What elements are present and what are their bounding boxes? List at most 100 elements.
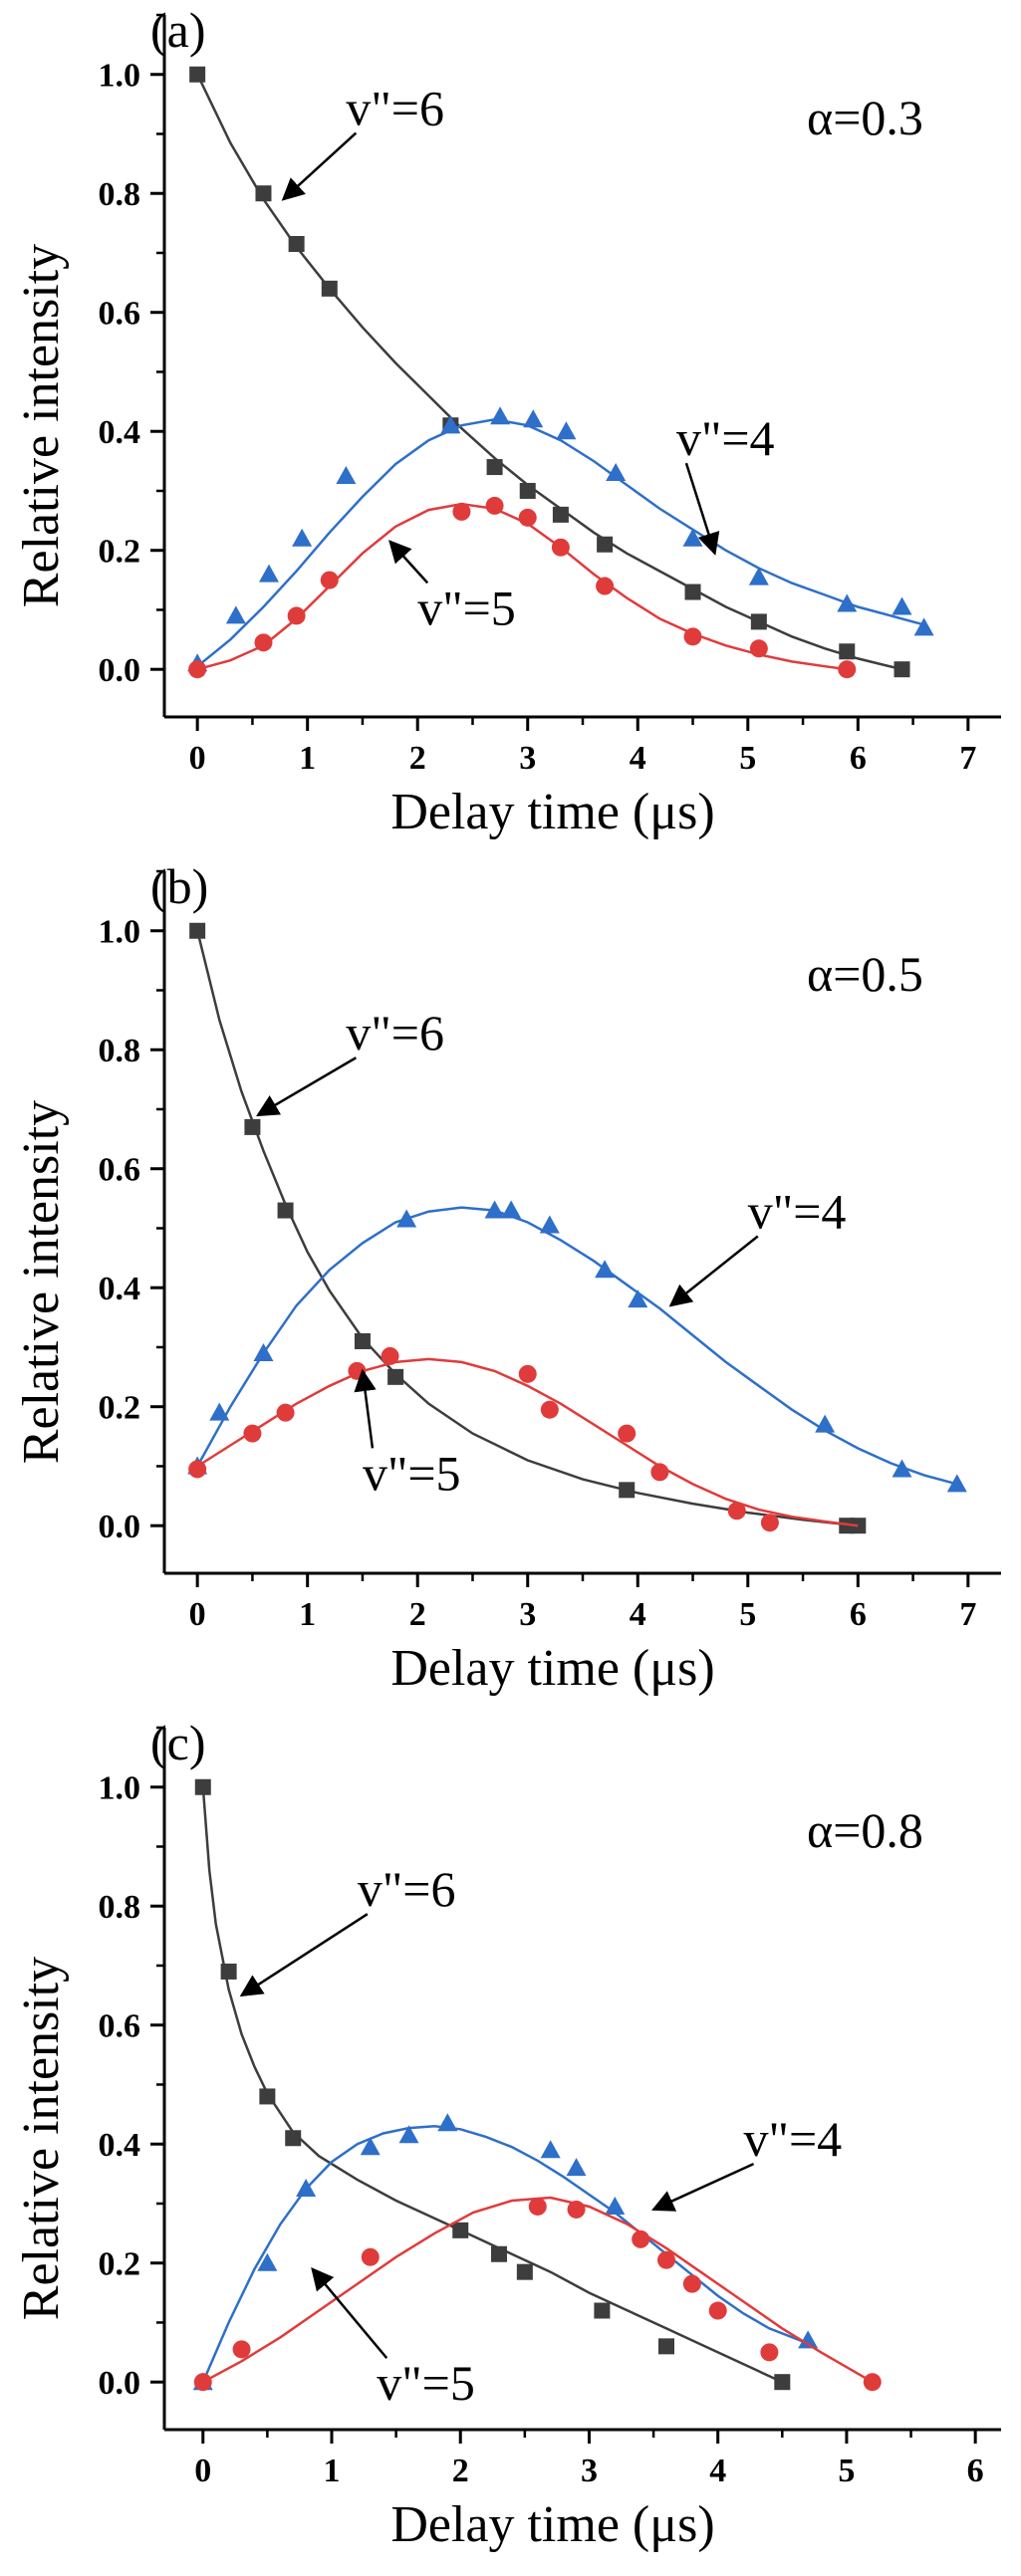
x-tick-label: 0 — [189, 1596, 206, 1633]
x-tick-label: 5 — [739, 1596, 756, 1633]
x-tick-label: 3 — [519, 1596, 536, 1633]
y-axis-title: Relative intensity — [13, 1957, 70, 2320]
data-point-v-6 — [387, 1368, 404, 1385]
y-tick-label: 1.0 — [99, 1770, 141, 1807]
series-v-4 — [187, 1200, 967, 1493]
data-point-v-5 — [567, 2200, 586, 2219]
data-point-v-4 — [523, 409, 544, 428]
data-point-v-4 — [556, 421, 577, 440]
fit-curve-v-6 — [196, 74, 902, 671]
data-point-v-4 — [490, 406, 511, 425]
y-tick-label: 0.8 — [99, 176, 141, 213]
series-v-6 — [189, 922, 867, 1534]
x-tick-label: 0 — [189, 740, 206, 777]
data-point-v-4 — [396, 1209, 417, 1228]
data-point-v-6 — [189, 66, 206, 83]
x-tick-label: 7 — [959, 740, 976, 777]
data-point-v-4 — [539, 1215, 560, 1234]
annotation-arrow-v-6 — [256, 1056, 358, 1117]
x-tick-label: 7 — [959, 1596, 976, 1633]
series-v-6 — [194, 1778, 791, 2391]
data-point-v-5 — [682, 2274, 701, 2293]
x-tick-label: 1 — [299, 1596, 316, 1633]
x-tick-label: 1 — [299, 740, 316, 777]
fit-curve-v-5 — [196, 502, 848, 671]
data-point-v-4 — [595, 1260, 616, 1279]
fit-curve-v-4 — [196, 1206, 958, 1486]
panel-label: (a) — [150, 2, 206, 58]
series-label-v-4: v"=4 — [748, 1183, 847, 1239]
data-point-v-5 — [188, 660, 207, 679]
data-point-v-4 — [815, 1414, 836, 1433]
data-point-v-4 — [440, 415, 461, 434]
data-point-v-4 — [892, 596, 912, 615]
series-label-v-5: v"=5 — [363, 1445, 461, 1501]
y-tick-label: 0.0 — [99, 652, 141, 689]
y-tick-label: 0.2 — [99, 1390, 141, 1427]
data-point-v-6 — [658, 2338, 674, 2355]
chart-panel-a: 0 1 2 3 4 5 6 7 0.0 0.2 0.4 0.6 0.8 1.0 Delay time (μs… — [0, 0, 1021, 856]
annotation-arrow-v-5 — [311, 2266, 388, 2359]
x-axis-title: Delay time (μs) — [390, 784, 714, 840]
x-tick-label: 4 — [630, 740, 646, 777]
x-tick-label: 2 — [409, 740, 426, 777]
x-tick-label: 3 — [581, 2453, 598, 2489]
data-point-v-5 — [243, 1424, 262, 1443]
data-point-v-6 — [552, 506, 569, 523]
y-tick-label: 1.0 — [99, 58, 141, 95]
series-label-v-5: v"=5 — [417, 580, 516, 635]
data-point-v-4 — [296, 2179, 317, 2198]
y-tick-label: 0.0 — [99, 2365, 141, 2402]
data-point-v-6 — [774, 2374, 791, 2391]
x-tick-label: 5 — [739, 740, 756, 777]
y-tick-label: 0.6 — [99, 296, 141, 333]
data-point-v-5 — [381, 1346, 399, 1365]
y-tick-label: 0.4 — [99, 1271, 141, 1307]
data-point-v-6 — [321, 280, 338, 297]
data-point-v-4 — [257, 2252, 278, 2271]
data-point-v-5 — [596, 577, 615, 595]
annotation-arrow-v-6 — [239, 1913, 369, 1997]
series-label-v-6: v"=6 — [346, 1005, 444, 1060]
x-tick-label: 3 — [519, 740, 536, 777]
chart-panel-c: 0 1 2 3 4 5 6 0.0 0.2 0.4 0.6 0.8 1.0 Delay time (μs)… — [0, 1713, 1021, 2571]
data-point-v-5 — [632, 2229, 650, 2248]
x-tick-label: 0 — [194, 2453, 211, 2489]
annotation-arrow-v-4 — [668, 1235, 759, 1307]
data-point-v-4 — [292, 528, 313, 547]
data-point-v-6 — [189, 922, 206, 939]
data-point-v-5 — [863, 2373, 882, 2392]
data-point-v-4 — [682, 528, 703, 547]
data-point-v-5 — [320, 571, 339, 589]
data-point-v-6 — [259, 2088, 276, 2105]
data-point-v-6 — [255, 185, 272, 202]
data-point-v-6 — [750, 613, 767, 630]
data-point-v-6 — [220, 1963, 237, 1980]
data-point-v-6 — [850, 1518, 867, 1534]
series-label-v-4: v"=4 — [744, 2111, 843, 2167]
series-label-v-4: v"=4 — [676, 410, 775, 466]
data-point-v-5 — [657, 2250, 675, 2269]
y-tick-label: 0.8 — [99, 1033, 141, 1069]
annotation-arrow-v-4 — [684, 462, 720, 556]
data-point-v-6 — [839, 643, 856, 660]
data-point-v-6 — [194, 1778, 211, 1795]
annotation-arrow-v-4 — [651, 2163, 755, 2212]
fit-curve-v-6 — [195, 930, 859, 1527]
data-point-v-4 — [209, 1402, 230, 1421]
annotation-arrow-v-5 — [388, 540, 429, 585]
chart-svg-c: 0 1 2 3 4 5 6 0.0 0.2 0.4 0.6 0.8 1.0 Delay time (μs)… — [13, 1715, 1001, 2553]
annotation-arrow-v-6 — [281, 131, 358, 201]
data-point-v-6 — [597, 536, 614, 553]
fit-curve-v-5 — [202, 2196, 874, 2384]
data-point-v-4 — [605, 2196, 626, 2215]
series-v-5 — [188, 1346, 859, 1532]
data-point-v-4 — [892, 1459, 912, 1478]
y-axis-title: Relative intensity — [13, 1100, 70, 1464]
y-tick-label: 0.0 — [99, 1509, 141, 1545]
data-point-v-6 — [277, 1202, 294, 1219]
data-point-v-5 — [727, 1502, 746, 1521]
data-point-v-5 — [188, 1460, 207, 1479]
data-point-v-5 — [760, 1514, 779, 1532]
data-point-v-5 — [749, 639, 768, 658]
